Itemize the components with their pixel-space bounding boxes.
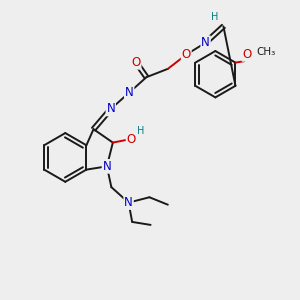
Text: H: H bbox=[137, 126, 145, 136]
Text: H: H bbox=[137, 126, 145, 136]
Text: CH₃: CH₃ bbox=[257, 47, 276, 57]
Text: O: O bbox=[182, 48, 191, 61]
Text: N: N bbox=[124, 196, 133, 209]
Text: N: N bbox=[125, 86, 134, 99]
Text: O: O bbox=[131, 56, 141, 69]
Text: N: N bbox=[201, 36, 210, 49]
Text: N: N bbox=[103, 160, 111, 173]
Text: O: O bbox=[127, 133, 136, 146]
Text: N: N bbox=[106, 103, 115, 116]
Text: H: H bbox=[211, 12, 218, 22]
Text: O: O bbox=[127, 133, 136, 146]
Text: O: O bbox=[242, 48, 251, 61]
Text: H: H bbox=[211, 12, 218, 22]
